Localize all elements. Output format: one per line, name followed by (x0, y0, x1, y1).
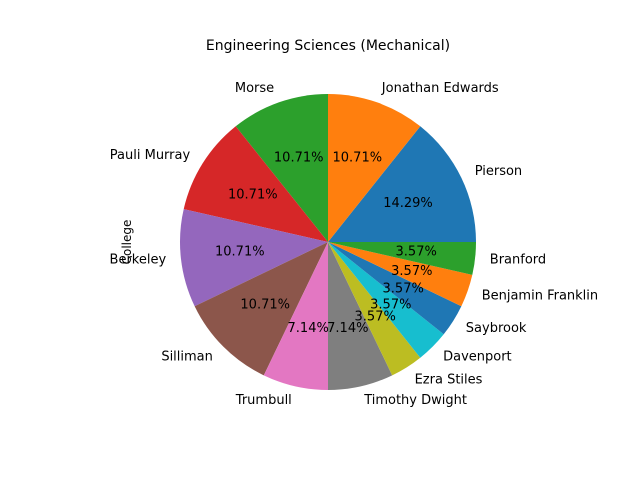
slice-label-jonathan-edwards: Jonathan Edwards (381, 81, 499, 96)
slice-label-pierson: Pierson (475, 164, 522, 179)
pct-label-jonathan-edwards: 10.71% (333, 151, 383, 166)
slice-label-silliman: Silliman (161, 350, 213, 365)
y-axis-label: College (120, 220, 134, 265)
slice-label-ezra-stiles: Ezra Stiles (415, 372, 483, 387)
pct-label-berkeley: 10.71% (215, 244, 265, 259)
pie-slice-jonathan-edwards (328, 94, 421, 242)
pct-label-saybrook: 3.57% (383, 282, 424, 297)
pct-label-benjamin-franklin: 3.57% (391, 264, 432, 279)
pie-slice-branford (328, 242, 476, 275)
pie-slice-silliman (194, 242, 328, 376)
pie-slice-morse (235, 94, 328, 242)
pct-label-davenport: 3.57% (370, 297, 411, 312)
percentage-labels: 14.29% 10.71% 10.71% 10.71% 10.71% 10.71% 7.14… (215, 151, 437, 336)
pct-label-silliman: 10.71% (240, 297, 290, 312)
pct-label-trumbull: 7.14% (288, 321, 329, 336)
pie-slice-trumbull (263, 242, 328, 390)
pie-slices (180, 94, 476, 390)
pie-slice-timothy-dwight (328, 242, 393, 390)
slice-label-pauli-murray: Pauli Murray (110, 148, 191, 163)
slice-label-timothy-dwight: Timothy Dwight (363, 393, 467, 408)
slice-label-trumbull: Trumbull (235, 393, 292, 408)
slice-label-davenport: Davenport (443, 350, 512, 365)
slice-label-saybrook: Saybrook (466, 321, 527, 336)
pct-label-timothy-dwight: 7.14% (327, 321, 368, 336)
slice-label-berkeley: Berkeley (110, 253, 167, 268)
slice-label-benjamin-franklin: Benjamin Franklin (482, 288, 598, 303)
pie-slice-pauli-murray (183, 126, 328, 242)
pie-slice-benjamin-franklin (328, 242, 473, 307)
pct-label-ezra-stiles: 3.57% (355, 310, 396, 325)
slice-labels: Pierson Jonathan Edwards Morse Pauli Murray… (110, 81, 599, 408)
pie-slice-pierson (328, 126, 476, 242)
pct-label-pauli-murray: 10.71% (228, 187, 278, 202)
pie-slice-saybrook (328, 242, 462, 335)
slice-label-branford: Branford (490, 253, 546, 268)
pct-label-branford: 3.57% (396, 244, 437, 259)
chart-title: Engineering Sciences (Mechanical) (206, 38, 450, 54)
pct-label-pierson: 14.29% (383, 196, 433, 211)
pie-slice-davenport (328, 242, 444, 358)
slice-label-morse: Morse (235, 81, 274, 96)
pie-slice-ezra-stiles (328, 242, 421, 376)
pct-label-morse: 10.71% (274, 151, 324, 166)
pie-slice-berkeley (180, 209, 328, 307)
